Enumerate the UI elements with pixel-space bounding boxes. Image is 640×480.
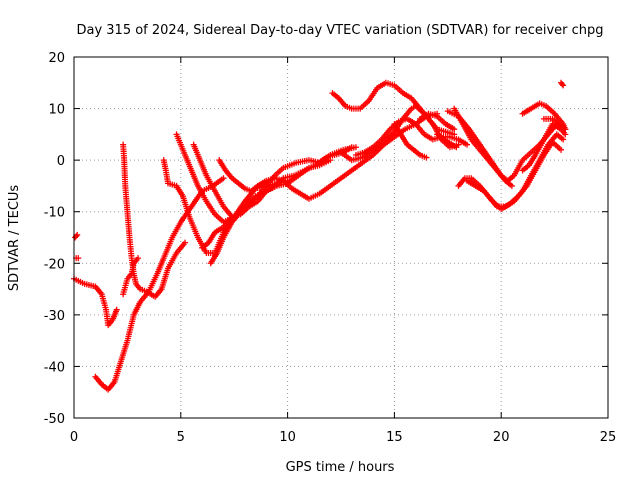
data-point — [220, 175, 227, 182]
y-tick-labels: -50 -40 -30 -20 -10 0 10 20 — [44, 51, 65, 427]
data-point — [560, 136, 567, 143]
series-arc-12 — [199, 213, 236, 251]
x-axis-label: GPS time / hours — [286, 460, 395, 475]
plot-frame — [73, 56, 609, 419]
data-point — [182, 239, 189, 246]
data-point — [74, 231, 81, 238]
x-tick-label: 10 — [279, 430, 296, 445]
data-point — [423, 154, 430, 161]
series-arc-26 — [558, 79, 567, 89]
series-arc-04 — [92, 175, 227, 393]
data-point — [558, 123, 565, 130]
data-point — [453, 144, 460, 151]
y-tick-label: 10 — [48, 103, 65, 118]
data-point — [135, 255, 142, 262]
series-arc-23 — [519, 121, 569, 174]
x-tick-label: 25 — [600, 430, 617, 445]
y-tick-label: -50 — [44, 412, 65, 427]
data-point — [558, 146, 565, 153]
data-point — [229, 213, 236, 220]
series-arc-18 — [434, 131, 460, 151]
x-tick-label: 20 — [493, 430, 510, 445]
data-point — [560, 82, 567, 89]
axis-ticks — [73, 56, 609, 419]
series-arc-06 — [120, 255, 142, 298]
series-arc-08 — [173, 131, 334, 226]
data-point — [113, 306, 120, 313]
x-tick-label: 15 — [386, 430, 403, 445]
data-point — [562, 126, 569, 133]
data-point — [559, 81, 566, 88]
series-arc-10 — [207, 144, 359, 267]
y-tick-label: -10 — [44, 206, 65, 221]
data-point — [508, 182, 515, 189]
data-point — [75, 255, 82, 262]
series-arc-16 — [391, 121, 430, 161]
series-arc-02 — [72, 231, 81, 241]
series-arc-17 — [417, 110, 458, 133]
series-arc-22 — [464, 139, 565, 213]
data-point — [352, 144, 359, 151]
series-arc-15 — [352, 115, 471, 158]
x-tick-label: 0 — [70, 430, 78, 445]
y-tick-label: -40 — [44, 360, 65, 375]
y-tick-label: 0 — [57, 154, 65, 169]
series-arc-20 — [451, 105, 515, 189]
y-tick-label: -30 — [44, 309, 65, 324]
data-point — [451, 126, 458, 133]
data-markers — [71, 79, 569, 393]
x-tick-label: 5 — [177, 430, 185, 445]
y-tick-label: 20 — [48, 51, 65, 66]
y-axis-label: SDTVAR / TECUs — [7, 185, 22, 292]
data-point — [464, 141, 471, 148]
series-arc-01 — [71, 275, 120, 329]
series-arc-05 — [120, 141, 189, 300]
x-tick-labels: 0 5 10 15 20 25 — [70, 430, 616, 445]
data-point — [562, 131, 569, 138]
series-arc-24 — [519, 100, 569, 133]
chart-title: Day 315 of 2024, Sidereal Day-to-day VTE… — [76, 23, 603, 38]
series-arc-25 — [540, 115, 565, 130]
y-tick-label: -20 — [44, 257, 65, 272]
